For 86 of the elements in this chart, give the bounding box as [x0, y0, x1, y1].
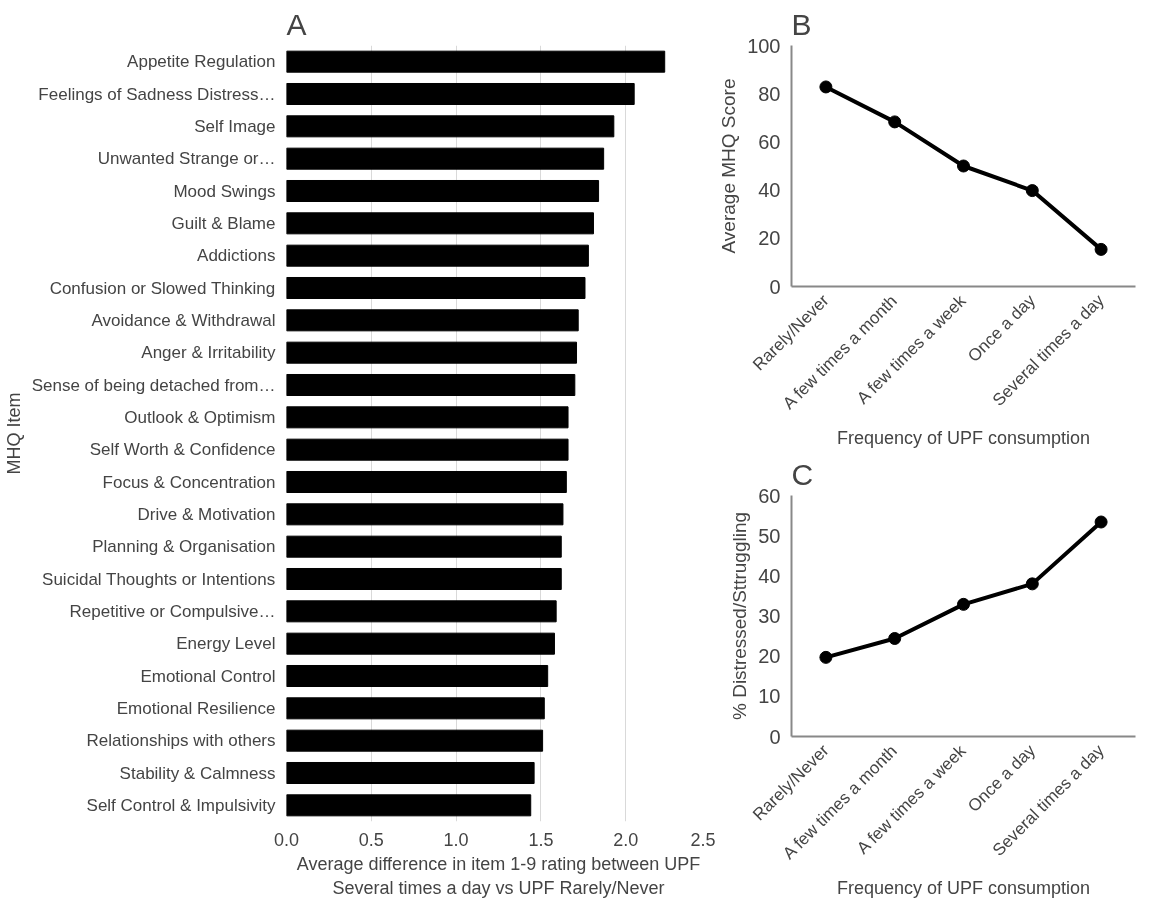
y-axis-title: MHQ Item — [3, 392, 24, 475]
y-tick-label: 10 — [758, 685, 781, 708]
point — [888, 632, 902, 645]
x-tick-label: 1.5 — [528, 829, 554, 850]
y-tick-label: Confusion or Slowed Thinking — [49, 278, 276, 298]
bar — [286, 697, 545, 720]
point — [1094, 515, 1108, 529]
x-axis-title: Frequency of UPF consumption — [836, 877, 1091, 898]
bar — [286, 600, 557, 623]
y-tick-label: Avoidance & Withdrawal — [91, 310, 276, 330]
chart-title: B — [791, 7, 812, 41]
y-tick-label: Sense of being detached from… — [31, 375, 276, 395]
bar — [286, 82, 635, 106]
y-tick-label: 60 — [758, 130, 781, 153]
point — [819, 80, 833, 94]
y-tick-label: Focus & Concentration — [102, 472, 276, 492]
y-tick-label: Energy Level — [176, 634, 276, 654]
y-tick-label: 40 — [758, 179, 781, 202]
y-tick-label: 40 — [758, 564, 781, 587]
y-tick-label: Emotional Resilience — [116, 698, 276, 718]
x-axis-title: Average difference in item 1-9 rating between UPF Several times a day vs UPF Rarely/Never — [296, 853, 701, 898]
bar — [286, 115, 615, 138]
bar — [286, 50, 666, 73]
bar — [286, 309, 579, 332]
y-tick-label: Self Image — [194, 116, 276, 136]
bar — [286, 373, 576, 397]
y-tick-label: Emotional Control — [140, 666, 276, 686]
bar — [286, 503, 564, 526]
y-tick-label: Repetitive or Compulsive… — [69, 601, 276, 621]
y-tick-label: 20 — [758, 645, 781, 668]
y-axis-title: % Distressed/Sttruggling — [729, 511, 751, 721]
y-tick-label: Relationships with others — [86, 731, 276, 751]
point — [1025, 184, 1039, 198]
point — [957, 159, 970, 173]
bar — [286, 632, 555, 655]
point — [1025, 577, 1039, 591]
point — [819, 650, 833, 664]
bar — [286, 729, 544, 752]
bar — [286, 147, 605, 170]
y-tick-label: 0 — [769, 275, 781, 298]
y-tick-label: Drive & Motivation — [137, 504, 276, 524]
y-tick-label: Stability & Calmness — [119, 763, 276, 783]
bar — [286, 212, 594, 235]
bar — [286, 794, 532, 817]
point — [888, 115, 902, 129]
bar — [286, 567, 562, 591]
y-tick-label: 80 — [758, 82, 781, 105]
bar — [286, 179, 600, 203]
y-tick-label: Guilt & Blame — [171, 213, 276, 233]
y-tick-label: Unwanted Strange or… — [97, 149, 276, 169]
bar — [286, 406, 569, 429]
bar — [286, 244, 589, 267]
y-tick-label: Suicidal Thoughts or Intentions — [42, 569, 276, 589]
y-tick-label: Feelings of Sadness Distress… — [38, 84, 276, 104]
y-tick-label: Anger & Irritability — [141, 343, 276, 363]
bar — [286, 341, 578, 364]
x-tick-label: 2.0 — [613, 829, 639, 850]
y-tick-label: Self Worth & Confidence — [89, 440, 276, 460]
x-tick-label: 0.5 — [358, 829, 384, 850]
x-tick-label: 2.5 — [690, 829, 716, 850]
bar — [286, 535, 562, 558]
x-axis-title: Frequency of UPF consumption — [836, 427, 1091, 448]
y-tick-label: Appetite Regulation — [127, 52, 276, 72]
y-tick-label: 100 — [747, 34, 781, 57]
y-tick-label: 30 — [758, 605, 781, 627]
y-tick-label: Outlook & Optimism — [124, 407, 276, 427]
y-tick-label: 60 — [758, 484, 781, 507]
y-tick-label: Mood Swings — [173, 181, 276, 201]
x-tick-label: 0.0 — [273, 829, 300, 850]
chart-title: C — [791, 457, 814, 491]
bar — [286, 470, 567, 494]
chart-title: A — [286, 7, 307, 41]
bar — [286, 761, 535, 785]
bar — [286, 438, 569, 461]
bar — [286, 664, 549, 688]
bar — [286, 276, 586, 300]
y-tick-label: 50 — [758, 524, 781, 547]
point — [1094, 242, 1108, 256]
y-axis-title: Average MHQ Score — [718, 78, 740, 254]
y-tick-label: Addictions — [197, 246, 276, 266]
x-tick-label: 1.0 — [443, 829, 469, 850]
point — [957, 597, 970, 611]
y-tick-label: Planning & Organisation — [92, 537, 276, 557]
y-tick-label: 0 — [769, 725, 781, 748]
y-tick-label: Self Control & Impulsivity — [86, 795, 276, 815]
y-tick-label: 20 — [758, 227, 781, 250]
